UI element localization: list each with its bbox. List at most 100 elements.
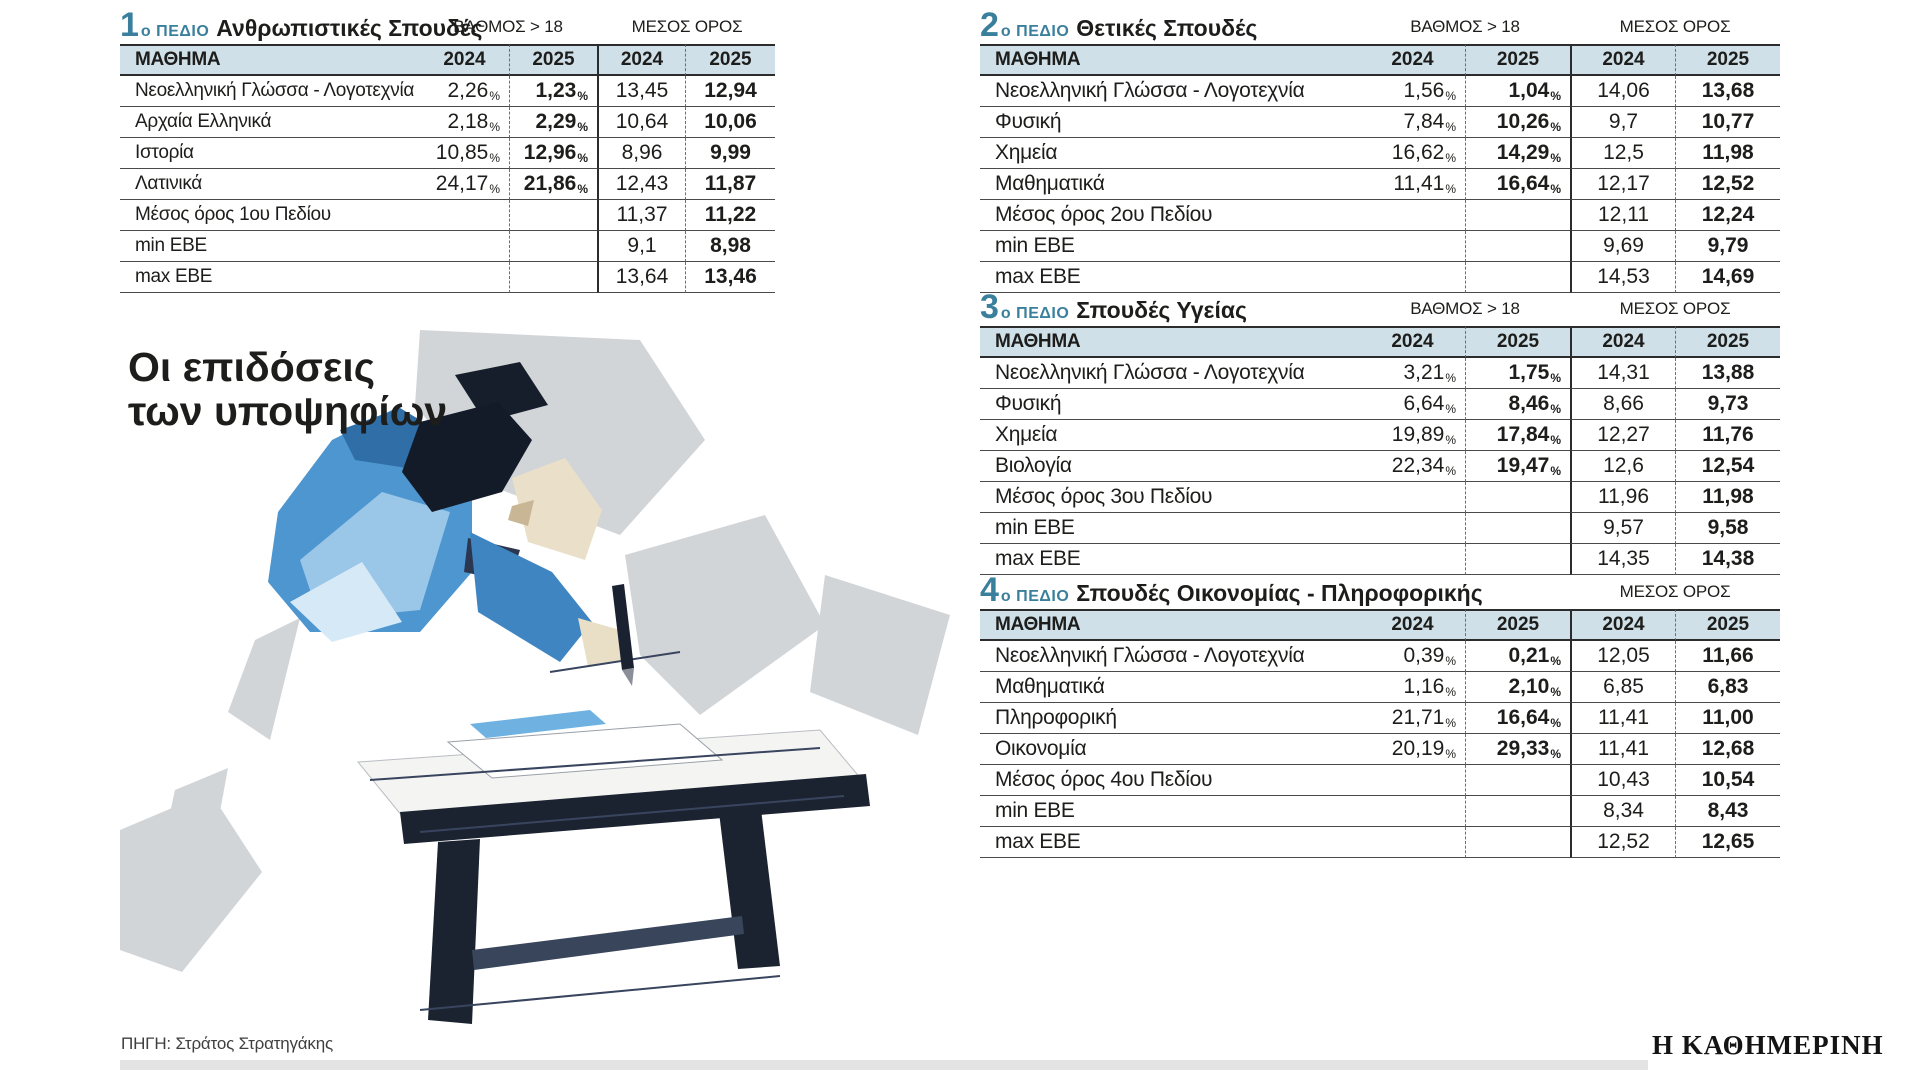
subject-cell: Νεοελληνική Γλώσσα - Λογοτεχνία <box>980 358 1360 389</box>
percent-sign: % <box>1550 464 1561 478</box>
subject-cell: Μαθηματικά <box>980 672 1360 703</box>
subject-cell: max ΕΒΕ <box>980 262 1360 293</box>
value-cell: 1,56% <box>1360 76 1465 107</box>
percent-sign: % <box>1445 464 1456 478</box>
column-header: 2024 <box>1360 326 1465 358</box>
value-cell: 9,58 <box>1675 513 1780 544</box>
percent-sign: % <box>1445 433 1456 447</box>
value-cell: 14,35 <box>1570 544 1675 575</box>
value-text: 24,17 <box>435 172 489 195</box>
value-cell <box>1465 513 1570 544</box>
value-cell: 12,05 <box>1570 641 1675 672</box>
table-grid: ΜΑΘΗΜΑ 2024 2025 2024 2025 Νεοελληνική Γλώσσα… <box>980 609 1780 858</box>
avg-group-label: ΜΕΣΟΣ ΟΡΟΣ <box>631 17 743 36</box>
value-cell: 12,11 <box>1570 200 1675 231</box>
value-cell: 11,98 <box>1675 138 1780 169</box>
value-cell: 12,68 <box>1675 734 1780 765</box>
value-text: 16,62 <box>1391 141 1445 164</box>
subject-cell: min ΕΒΕ <box>980 796 1360 827</box>
value-text: 19,89 <box>1391 423 1445 446</box>
value-text: 12,96 <box>523 141 577 164</box>
percent-sign: % <box>1550 685 1561 699</box>
value-cell: 9,1 <box>597 231 685 262</box>
value-cell: 11,41% <box>1360 169 1465 200</box>
table-title: Σπουδές Οικονομίας - Πληροφορικής <box>1076 580 1483 606</box>
percent-sign: % <box>489 151 500 165</box>
value-cell: 2,26% <box>420 76 509 107</box>
table-title: Σπουδές Υγείας <box>1076 297 1247 323</box>
subject-cell: min ΕΒΕ <box>980 513 1360 544</box>
column-header: 2024 <box>420 44 509 76</box>
value-cell <box>1360 513 1465 544</box>
value-cell: 19,89% <box>1360 420 1465 451</box>
column-header: 2025 <box>1675 609 1780 641</box>
source-credit: ΠΗΓΗ: Στράτος Στρατηγάκης <box>121 1034 333 1053</box>
value-cell <box>509 231 597 262</box>
value-cell: 21,71% <box>1360 703 1465 734</box>
value-cell: 21,86% <box>509 169 597 200</box>
value-cell: 12,96% <box>509 138 597 169</box>
value-cell: 12,52 <box>1570 827 1675 858</box>
value-cell <box>509 262 597 293</box>
column-header: 2025 <box>1675 44 1780 76</box>
value-cell: 10,54 <box>1675 765 1780 796</box>
value-text: 10,26 <box>1496 110 1550 133</box>
value-text: 14,29 <box>1496 141 1550 164</box>
percent-sign: % <box>1445 716 1456 730</box>
value-cell: 2,18% <box>420 107 509 138</box>
column-header: ΜΑΘΗΜΑ <box>980 44 1360 76</box>
value-cell: 12,65 <box>1675 827 1780 858</box>
percent-sign: % <box>1445 685 1456 699</box>
value-cell: 0,21% <box>1465 641 1570 672</box>
value-cell <box>1465 231 1570 262</box>
avg-group-label: ΜΕΣΟΣ ΟΡΟΣ <box>1619 17 1731 36</box>
table-grid: ΜΑΘΗΜΑ 2024 2025 2024 2025 Νεοελληνική Γλώσσα… <box>980 44 1780 293</box>
value-cell <box>420 262 509 293</box>
value-cell: 1,75% <box>1465 358 1570 389</box>
value-cell: 20,19% <box>1360 734 1465 765</box>
percent-sign: % <box>1445 402 1456 416</box>
subject-cell: max ΕΒΕ <box>120 262 420 293</box>
value-text: 11,41 <box>1393 172 1445 195</box>
value-cell: 8,66 <box>1570 389 1675 420</box>
value-cell: 11,87 <box>685 169 775 200</box>
grade-group-label: ΒΑΘΜΟΣ > 18 <box>1410 17 1520 36</box>
subject-cell: Μέσος όρος 1ου Πεδίου <box>120 200 420 231</box>
value-cell: 17,84% <box>1465 420 1570 451</box>
value-cell <box>1360 765 1465 796</box>
column-header: 2024 <box>1360 44 1465 76</box>
subject-cell: Μαθηματικά <box>980 169 1360 200</box>
field-table-1: 1 ο ΠΕΔΙΟ Ανθρωπιστικές Σπουδές ΒΑΘΜΟΣ >… <box>120 8 775 293</box>
value-cell: 13,68 <box>1675 76 1780 107</box>
value-cell: 19,47% <box>1465 451 1570 482</box>
value-cell <box>1465 765 1570 796</box>
value-cell: 16,62% <box>1360 138 1465 169</box>
value-cell: 11,41 <box>1570 734 1675 765</box>
value-cell: 11,76 <box>1675 420 1780 451</box>
newspaper-logo: Η ΚΑΘΗΜΕΡΙΝΗ <box>1652 1030 1884 1060</box>
value-cell: 9,73 <box>1675 389 1780 420</box>
field-suffix: ο ΠΕΔΙΟ <box>1000 305 1070 322</box>
percent-sign: % <box>489 120 500 134</box>
value-cell: 13,88 <box>1675 358 1780 389</box>
column-header: 2025 <box>685 44 775 76</box>
value-text: 19,47 <box>1496 454 1550 477</box>
page-title-line1: Οι επιδόσεις <box>128 344 376 390</box>
column-header: 2025 <box>1465 326 1570 358</box>
value-cell: 12,52 <box>1675 169 1780 200</box>
table-grid: ΜΑΘΗΜΑ 2024 2025 2024 2025 Νεοελληνική Γλώσσα… <box>120 44 775 293</box>
value-text: 21,71 <box>1391 706 1445 729</box>
subject-cell: Χημεία <box>980 138 1360 169</box>
value-cell: 14,53 <box>1570 262 1675 293</box>
value-cell: 8,46% <box>1465 389 1570 420</box>
value-text: 8,46 <box>1508 392 1550 415</box>
value-cell: 9,57 <box>1570 513 1675 544</box>
table-title: Θετικές Σπουδές <box>1076 15 1258 41</box>
field-number: 2 <box>980 6 999 44</box>
subject-cell: Βιολογία <box>980 451 1360 482</box>
value-cell: 9,99 <box>685 138 775 169</box>
column-header: 2024 <box>597 44 685 76</box>
column-header: ΜΑΘΗΜΑ <box>980 326 1360 358</box>
value-cell: 11,96 <box>1570 482 1675 513</box>
subject-cell: Λατινικά <box>120 169 420 200</box>
